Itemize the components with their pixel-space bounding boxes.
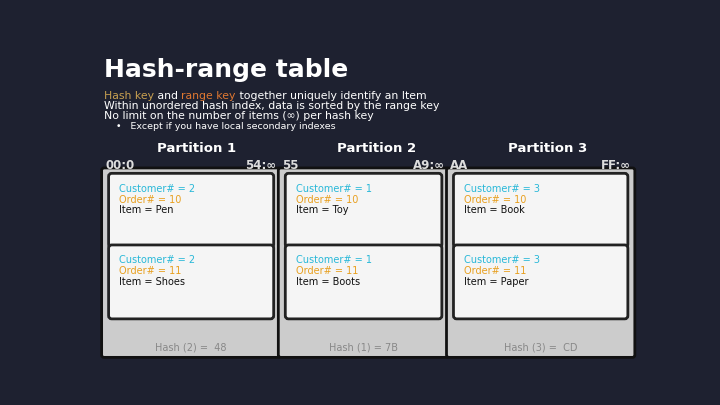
Text: A9:∞: A9:∞: [413, 159, 445, 172]
Text: 54:∞: 54:∞: [245, 159, 276, 172]
Text: Order# = 10: Order# = 10: [464, 194, 527, 205]
FancyBboxPatch shape: [102, 168, 281, 357]
Text: Hash key: Hash key: [104, 92, 154, 101]
Text: Item = Boots: Item = Boots: [296, 277, 360, 287]
Text: Customer# = 3: Customer# = 3: [464, 255, 540, 265]
Text: AA: AA: [451, 159, 469, 172]
Text: Customer# = 2: Customer# = 2: [120, 255, 196, 265]
FancyBboxPatch shape: [285, 245, 442, 319]
FancyBboxPatch shape: [109, 173, 274, 247]
FancyBboxPatch shape: [285, 173, 442, 247]
Text: Hash-range table: Hash-range table: [104, 58, 348, 82]
Text: Item = Toy: Item = Toy: [296, 205, 348, 215]
Text: FF:∞: FF:∞: [601, 159, 631, 172]
Text: Order# = 11: Order# = 11: [464, 266, 527, 276]
Text: together uniquely identify an Item: together uniquely identify an Item: [236, 92, 426, 101]
Text: Partition 2: Partition 2: [337, 142, 416, 155]
Text: Item = Paper: Item = Paper: [464, 277, 528, 287]
Text: Partition 3: Partition 3: [508, 142, 587, 155]
Text: and: and: [154, 92, 181, 101]
FancyBboxPatch shape: [109, 245, 274, 319]
Text: 00:0: 00:0: [106, 159, 135, 172]
Text: Customer# = 3: Customer# = 3: [464, 184, 540, 194]
Text: range key: range key: [181, 92, 236, 101]
Text: Order# = 10: Order# = 10: [296, 194, 359, 205]
Text: Item = Pen: Item = Pen: [120, 205, 174, 215]
FancyBboxPatch shape: [454, 245, 628, 319]
Text: Hash (1) = 7B: Hash (1) = 7B: [329, 342, 398, 352]
Text: Order# = 10: Order# = 10: [120, 194, 182, 205]
Text: Order# = 11: Order# = 11: [120, 266, 182, 276]
Text: Customer# = 1: Customer# = 1: [296, 184, 372, 194]
Text: Customer# = 1: Customer# = 1: [296, 255, 372, 265]
Text: Partition 1: Partition 1: [157, 142, 235, 155]
Text: Item = Book: Item = Book: [464, 205, 525, 215]
FancyBboxPatch shape: [454, 173, 628, 247]
Text: Hash (3) =  CD: Hash (3) = CD: [504, 342, 577, 352]
Text: Within unordered hash index, data is sorted by the range key: Within unordered hash index, data is sor…: [104, 101, 439, 111]
Text: No limit on the number of items (∞) per hash key: No limit on the number of items (∞) per …: [104, 111, 374, 122]
Text: •   Except if you have local secondary indexes: • Except if you have local secondary ind…: [104, 122, 336, 131]
Text: Hash (2) =  48: Hash (2) = 48: [156, 342, 227, 352]
Text: Item = Shoes: Item = Shoes: [120, 277, 186, 287]
FancyBboxPatch shape: [279, 168, 449, 357]
Text: 55: 55: [282, 159, 299, 172]
Text: Customer# = 2: Customer# = 2: [120, 184, 196, 194]
FancyBboxPatch shape: [446, 168, 635, 357]
Text: Order# = 11: Order# = 11: [296, 266, 359, 276]
